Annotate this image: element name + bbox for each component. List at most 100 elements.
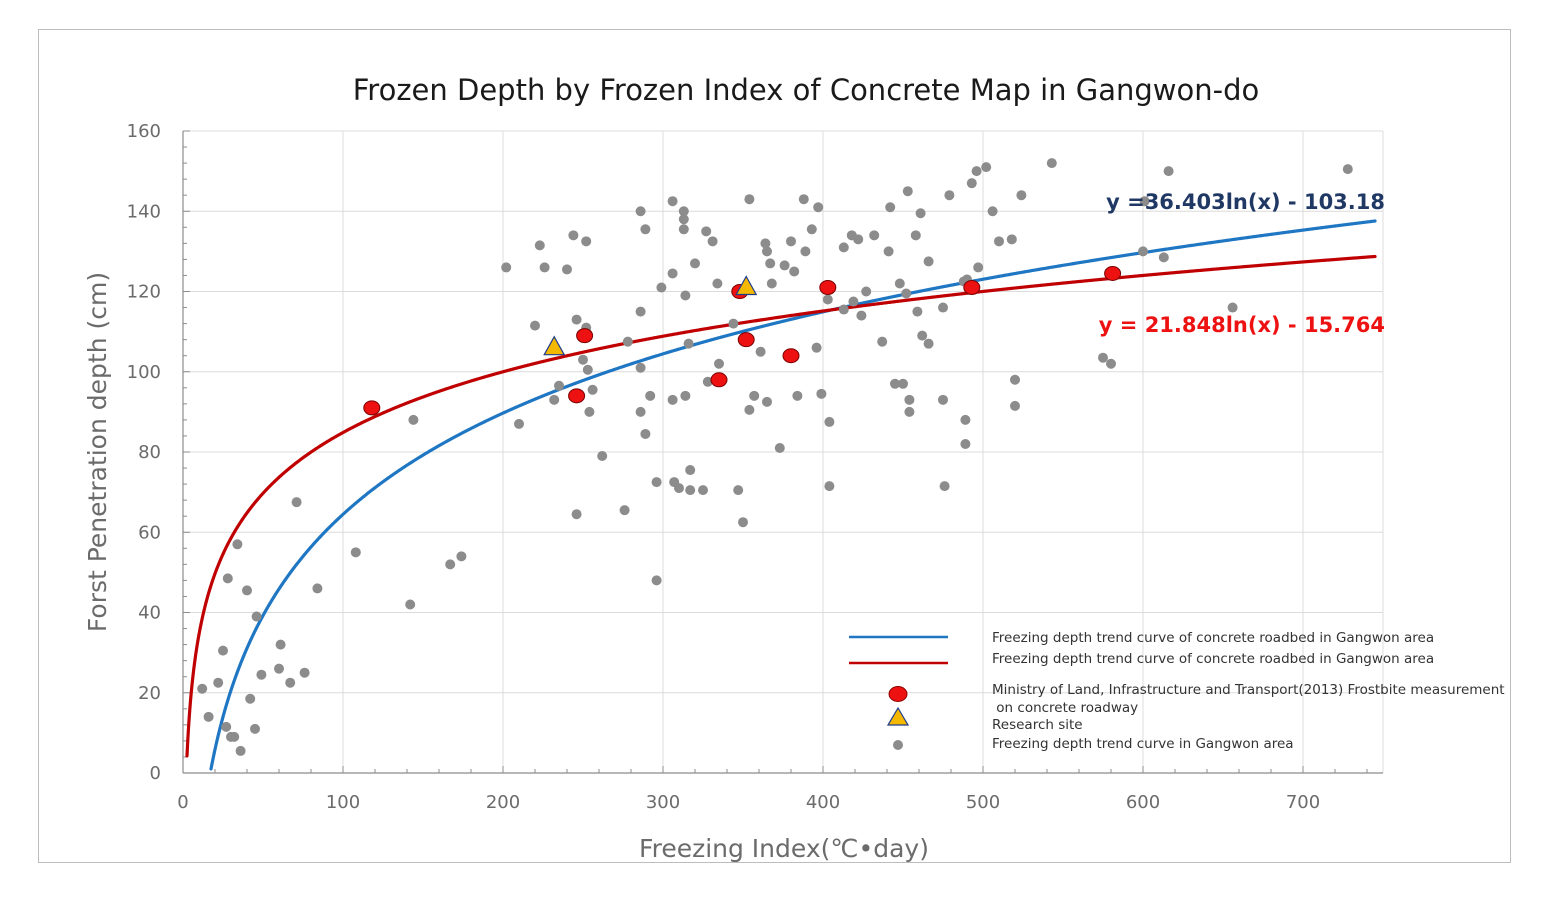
yellow-triangle-data-point bbox=[543, 335, 566, 356]
legend-mlit-label-line2: on concrete roadway bbox=[992, 700, 1138, 716]
gray-data-point bbox=[885, 202, 896, 213]
gray-data-point bbox=[530, 320, 540, 331]
gray-data-point bbox=[744, 194, 755, 205]
gray-data-point bbox=[514, 418, 524, 429]
red-data-point bbox=[363, 400, 381, 416]
y-tick-label: 120 bbox=[127, 282, 161, 303]
gray-data-point bbox=[902, 186, 913, 197]
gray-data-point bbox=[904, 394, 915, 405]
gray-data-point bbox=[938, 302, 948, 313]
gray-data-point bbox=[539, 262, 550, 273]
gray-data-point bbox=[923, 256, 934, 267]
gray-data-point bbox=[667, 394, 678, 405]
gray-data-point bbox=[714, 358, 724, 369]
y-axis-label: Forst Penetration depth (cm) bbox=[83, 272, 112, 632]
gray-data-point bbox=[853, 234, 864, 245]
gray-data-point bbox=[1006, 234, 1017, 245]
y-tick-label: 20 bbox=[138, 683, 161, 704]
gray-data-point bbox=[571, 509, 582, 520]
gray-data-point bbox=[816, 388, 827, 399]
gray-data-point bbox=[582, 364, 593, 375]
legend-red-circle-marker bbox=[888, 686, 908, 702]
gray-data-point bbox=[861, 286, 872, 297]
gray-data-point bbox=[554, 380, 564, 391]
red-trend-equation: y = 21.848ln(x) - 15.764 bbox=[1099, 313, 1385, 337]
gray-data-point bbox=[235, 745, 246, 756]
gray-data-point bbox=[738, 517, 748, 528]
gray-data-point bbox=[910, 230, 921, 241]
gray-data-point bbox=[1046, 158, 1057, 169]
gray-data-point bbox=[766, 278, 777, 289]
gray-data-point bbox=[635, 406, 646, 417]
y-tick-label: 160 bbox=[127, 121, 161, 142]
gray-data-point bbox=[1158, 252, 1169, 263]
gray-data-point bbox=[749, 390, 760, 401]
x-tick-label: 200 bbox=[486, 792, 520, 813]
gray-data-point bbox=[656, 282, 667, 293]
gray-data-point bbox=[838, 304, 849, 315]
gray-data-point bbox=[762, 396, 772, 407]
gray-data-point bbox=[678, 224, 689, 235]
gray-data-point bbox=[789, 266, 800, 277]
gray-data-point bbox=[203, 711, 214, 722]
gray-data-point bbox=[848, 296, 859, 307]
y-tick-label: 60 bbox=[138, 522, 161, 543]
gray-data-point bbox=[806, 224, 817, 235]
data-points bbox=[197, 158, 1353, 756]
gray-data-point bbox=[245, 693, 256, 704]
gray-data-point bbox=[698, 485, 708, 496]
gray-data-point bbox=[1139, 196, 1150, 207]
gray-data-point bbox=[765, 258, 776, 269]
gray-data-point bbox=[838, 242, 849, 253]
red-data-point bbox=[576, 328, 594, 344]
x-tick-label: 700 bbox=[1286, 792, 1320, 813]
gray-data-point bbox=[651, 477, 662, 488]
gray-data-point bbox=[501, 262, 512, 273]
gray-data-point bbox=[774, 442, 785, 453]
x-tick-label: 300 bbox=[646, 792, 680, 813]
gray-data-point bbox=[678, 214, 689, 225]
gray-data-point bbox=[222, 573, 233, 584]
red-trend-curve bbox=[185, 254, 1377, 758]
gray-data-point bbox=[1098, 352, 1108, 363]
yellow-triangle-data-point bbox=[735, 275, 758, 296]
x-tick-label: 600 bbox=[1126, 792, 1160, 813]
red-data-point bbox=[819, 279, 837, 295]
chart-title: Frozen Depth by Frozen Index of Concrete… bbox=[353, 73, 1260, 107]
gray-data-point bbox=[299, 667, 310, 678]
x-tick-label: 400 bbox=[806, 792, 840, 813]
gray-data-point bbox=[898, 378, 908, 389]
gray-data-point bbox=[1010, 400, 1020, 411]
axes bbox=[182, 130, 1383, 774]
gray-data-point bbox=[229, 731, 240, 742]
legend-mlit-label-line1: Ministry of Land, Infrastructure and Tra… bbox=[992, 682, 1505, 698]
red-data-point bbox=[1104, 265, 1122, 281]
gray-data-point bbox=[760, 238, 771, 249]
gray-data-point bbox=[680, 290, 691, 301]
gray-data-point bbox=[938, 394, 948, 405]
gray-data-point bbox=[197, 683, 208, 694]
gray-data-point bbox=[856, 310, 867, 321]
legend-gray-dot-marker bbox=[893, 740, 903, 750]
gray-data-point bbox=[960, 414, 971, 425]
gray-data-point bbox=[901, 288, 912, 299]
gray-data-point bbox=[1138, 246, 1148, 257]
legend-blue-label: Freezing depth trend curve of concrete r… bbox=[992, 630, 1434, 646]
trend-curves bbox=[185, 219, 1377, 771]
x-tick-label: 0 bbox=[177, 792, 188, 813]
x-tick-label: 100 bbox=[326, 792, 360, 813]
gray-data-point bbox=[1163, 166, 1174, 177]
gray-data-point bbox=[312, 583, 323, 594]
gray-data-point bbox=[811, 342, 822, 353]
gray-data-point bbox=[667, 196, 678, 207]
red-data-point bbox=[568, 388, 586, 404]
gray-data-point bbox=[944, 190, 955, 201]
gray-data-point bbox=[640, 428, 651, 439]
gray-data-point bbox=[549, 394, 560, 405]
gray-data-point bbox=[456, 551, 467, 562]
gray-data-point bbox=[890, 378, 900, 389]
gray-data-point bbox=[923, 338, 934, 349]
legend-research-label: Research site bbox=[992, 717, 1083, 733]
gray-data-point bbox=[275, 639, 286, 650]
gray-data-point bbox=[562, 264, 572, 275]
